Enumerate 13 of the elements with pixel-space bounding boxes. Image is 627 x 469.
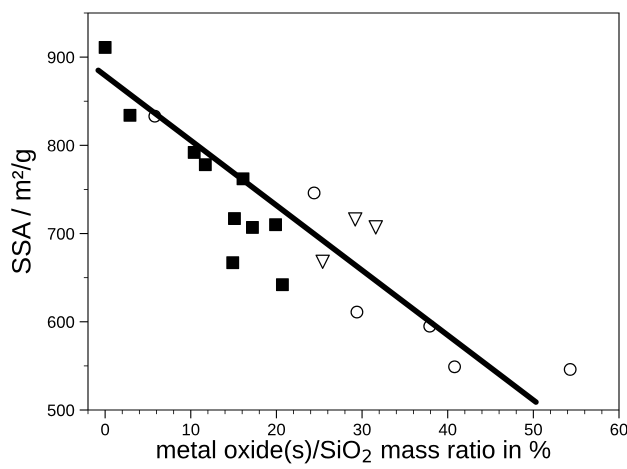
x-tick-label: 20 <box>268 424 286 436</box>
y-tick-label: 600 <box>48 316 74 328</box>
x-tick-label: 10 <box>182 424 200 436</box>
y-tick-label: 700 <box>48 228 74 240</box>
x-tick-label: 30 <box>353 424 371 436</box>
y-tick-label: 500 <box>48 404 74 416</box>
x-axis-title: metal oxide(s)/SiO$_{2}$ mass ratio in % <box>157 440 550 464</box>
y-tick-label: 900 <box>48 52 74 64</box>
y-tick-label: 800 <box>48 140 74 152</box>
x-tick-label: 50 <box>524 424 542 436</box>
y-axis-title: SSA / m²/g <box>11 150 36 274</box>
x-tick-label: 40 <box>438 424 456 436</box>
x-tick-label: 0 <box>101 424 110 436</box>
